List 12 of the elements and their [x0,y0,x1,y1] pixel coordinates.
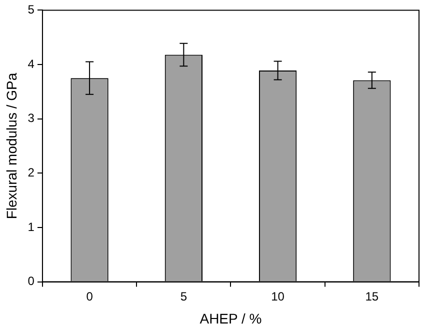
y-tick-label: 5 [28,2,35,17]
x-axis-title: AHEP / % [200,310,262,326]
y-tick-label: 3 [28,111,35,126]
x-tick-label: 5 [180,289,188,304]
y-axis-title: Flexural modulus / GPa [3,72,20,220]
y-tick-label: 0 [28,274,35,288]
x-tick-label: 10 [271,289,285,304]
y-tick-label: 4 [28,56,35,71]
x-tick-label: 15 [365,289,379,304]
y-tick-label: 1 [28,220,35,234]
y-tick-label: 2 [28,165,35,180]
x-tick-label: 0 [86,289,94,304]
